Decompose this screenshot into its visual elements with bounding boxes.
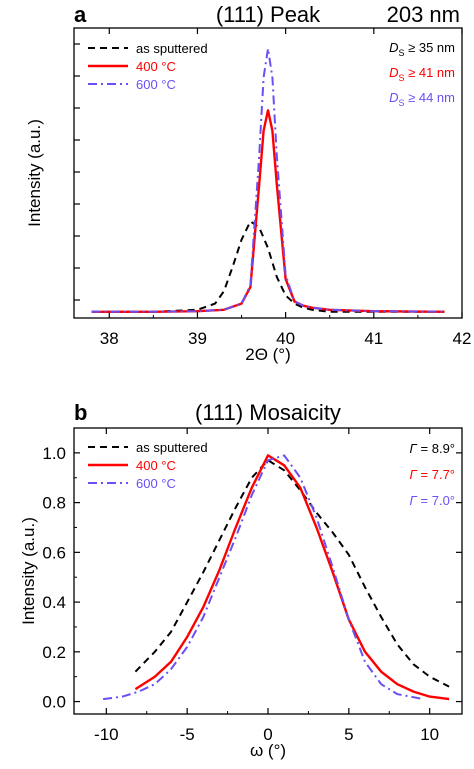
annotation-text: Γ = 7.7° <box>409 467 455 482</box>
x-tick-label: 42 <box>453 329 472 348</box>
series-line-1 <box>134 454 450 701</box>
annotation-value: ≥ 44 nm <box>405 90 456 105</box>
annotation-text: DS ≥ 35 nm <box>389 40 455 58</box>
x-axis-label: ω (°) <box>250 741 286 760</box>
annotation-subscript: S <box>398 98 404 108</box>
annotation-value: ≥ 41 nm <box>405 65 456 80</box>
chart-title: (111) Peak <box>216 2 321 27</box>
x-tick-label: -10 <box>94 725 119 744</box>
y-tick-label: 0.8 <box>42 494 66 513</box>
legend-label: as sputtered <box>136 41 208 56</box>
y-tick-label: 0.0 <box>42 693 66 712</box>
x-tick-label: 39 <box>188 329 207 348</box>
x-tick-label: 0 <box>263 725 272 744</box>
annotation-symbol: Γ <box>409 493 417 508</box>
y-tick-label: 0.6 <box>42 543 66 562</box>
annotation-value: = 7.0° <box>417 493 455 508</box>
chart-title: (111) Mosaicity <box>195 400 341 425</box>
panel-label: a <box>74 2 87 27</box>
series-line-1 <box>91 109 445 313</box>
legend-label: 600 °C <box>136 476 176 491</box>
legend-label: 400 °C <box>136 59 176 74</box>
annotation-symbol: D <box>389 90 398 105</box>
y-tick-label: 0.2 <box>42 643 66 662</box>
plot-frame <box>73 27 463 319</box>
series-line-2 <box>102 454 424 701</box>
annotation-text: DS ≥ 44 nm <box>389 90 455 108</box>
y-axis-label: Intensity (a.u.) <box>25 119 44 227</box>
x-tick-label: 38 <box>100 329 119 348</box>
annotation-symbol: Γ <box>409 441 417 456</box>
annotation-value: = 7.7° <box>417 467 455 482</box>
annotation-value: = 8.9° <box>417 441 455 456</box>
legend-label: 400 °C <box>136 458 176 473</box>
x-tick-label: 5 <box>344 725 353 744</box>
annotation-symbol: D <box>389 40 398 55</box>
x-tick-label: 41 <box>364 329 383 348</box>
y-tick-label: 0.4 <box>42 593 66 612</box>
legend-label: 600 °C <box>136 77 176 92</box>
x-axis-label: 2Θ (°) <box>245 345 291 364</box>
x-tick-label: 40 <box>276 329 295 348</box>
series-line-2 <box>91 47 445 313</box>
annotation-subscript: S <box>398 73 404 83</box>
annotation-text: Γ = 8.9° <box>409 441 455 456</box>
annotation-symbol: Γ <box>409 467 417 482</box>
legend-label: as sputtered <box>136 440 208 455</box>
series-line-0 <box>91 220 445 313</box>
panel-label: b <box>74 400 87 425</box>
annotation-text: Γ = 7.0° <box>409 493 455 508</box>
annotation-subscript: S <box>398 48 404 58</box>
y-tick-label: 1.0 <box>42 444 66 463</box>
annotation-value: ≥ 35 nm <box>405 40 456 55</box>
annotation-symbol: D <box>389 65 398 80</box>
panel-b: b (111) Mosaicity -10 -5 0 5 10 0.0 0.2 0.4 0.6 0.8… <box>19 400 463 760</box>
annotation-text: DS ≥ 41 nm <box>389 65 455 83</box>
x-tick-label: -5 <box>180 725 195 744</box>
plot-frame <box>73 427 463 715</box>
x-tick-label: 10 <box>420 725 439 744</box>
y-axis-label: Intensity (a.u.) <box>19 517 38 625</box>
panel-a: a (111) Peak 203 nm 38 39 40 41 42 2Θ (°) Intensi… <box>25 2 471 364</box>
series-line-0 <box>134 459 450 688</box>
chart-subtitle: 203 nm <box>387 2 460 27</box>
